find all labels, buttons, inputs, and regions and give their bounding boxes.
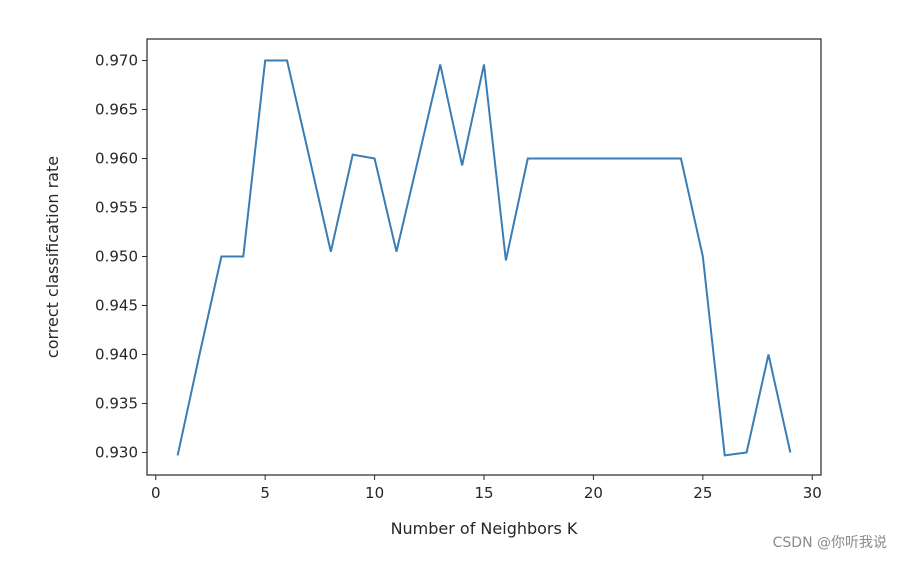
x-axis-ticks: 0 5 10 15 20 25 30 <box>151 475 822 502</box>
x-axis-label: Number of Neighbors K <box>391 519 578 538</box>
x-tick-label: 25 <box>693 484 712 502</box>
x-tick-label: 0 <box>151 484 161 502</box>
x-tick-label: 30 <box>803 484 822 502</box>
y-tick-label: 0.930 <box>95 443 138 461</box>
x-tick-label: 15 <box>474 484 493 502</box>
y-axis-label: correct classification rate <box>43 156 62 358</box>
y-tick-label: 0.945 <box>95 296 138 314</box>
y-tick-label: 0.960 <box>95 150 138 168</box>
y-axis-ticks: 0.930 0.935 0.940 0.945 0.950 0.955 0.960 0.965… <box>95 52 147 461</box>
y-tick-label: 0.970 <box>95 52 138 70</box>
y-tick-label: 0.935 <box>95 394 138 412</box>
watermark: CSDN @你听我说 <box>772 535 887 551</box>
series-lines <box>176 59 792 457</box>
y-tick-label: 0.955 <box>95 199 138 217</box>
x-tick-label: 5 <box>260 484 270 502</box>
series-line <box>176 59 792 457</box>
y-tick-label: 0.940 <box>95 345 138 363</box>
y-tick-label: 0.965 <box>95 101 138 119</box>
x-tick-label: 20 <box>584 484 603 502</box>
x-tick-label: 10 <box>365 484 384 502</box>
y-tick-label: 0.950 <box>95 248 138 266</box>
